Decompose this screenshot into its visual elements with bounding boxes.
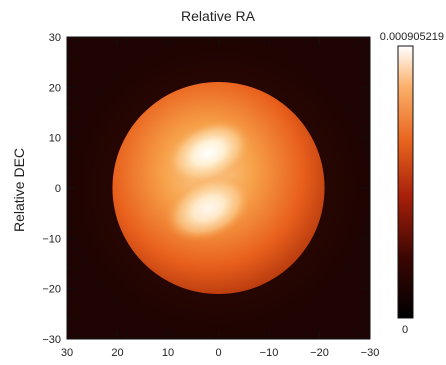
x-tick-label: 20	[111, 347, 123, 359]
x-tick-label: 10	[162, 347, 174, 359]
x-tick-label: −30	[361, 347, 380, 359]
x-tick-labels: 30 20 10 0 −10 −20 −30	[61, 347, 379, 359]
y-tick-label: 0	[55, 183, 61, 195]
hotspot-1	[165, 119, 252, 187]
colorbar-min-label: 0	[402, 324, 408, 336]
hotspots-group	[165, 119, 252, 242]
x-tick-label: 0	[215, 347, 221, 359]
hotspot-2	[165, 174, 252, 242]
axis-ticks	[66, 36, 371, 340]
y-tick-label: 10	[49, 133, 61, 145]
y-tick-label: 20	[49, 82, 61, 94]
y-tick-labels: −30 −20 −10 0 10 20 30	[42, 32, 61, 346]
y-tick-label: −30	[42, 334, 61, 346]
y-tick-label: −20	[42, 284, 61, 296]
x-axis-title: Relative RA	[181, 8, 256, 24]
colorbar-max-label: 0.000905219	[380, 31, 444, 43]
x-tick-label: −20	[310, 347, 329, 359]
x-tick-label: 30	[61, 347, 73, 359]
colorbar	[397, 45, 414, 319]
x-tick-label: −10	[260, 347, 279, 359]
y-axis-title: Relative DEC	[11, 148, 27, 232]
y-tick-label: 30	[49, 32, 61, 44]
y-tick-label: −10	[42, 233, 61, 245]
